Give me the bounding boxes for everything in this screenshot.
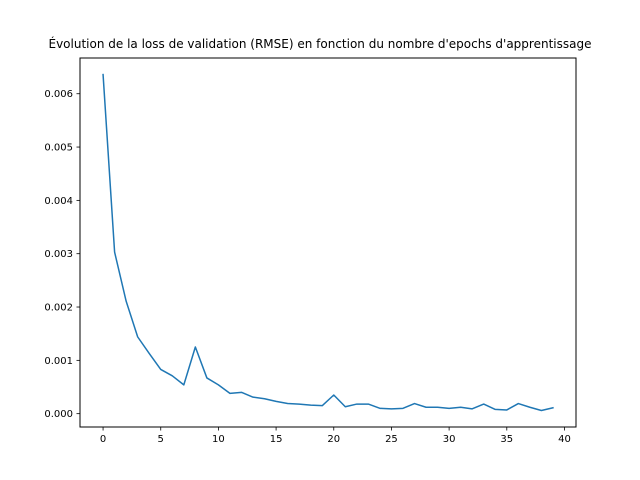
plot-area [102,73,554,412]
y-tick-label: 0.001 [44,356,73,367]
x-tick-label: 35 [500,434,513,445]
y-tick-label: 0.003 [44,249,73,260]
x-tick-label: 15 [270,434,283,445]
x-tick-label: 30 [443,434,456,445]
x-tick-label: 20 [327,434,340,445]
y-tick-label: 0.000 [44,409,73,420]
y-axis: 0.000 0.001 0.002 0.003 0.004 0.005 0.006 [44,89,80,420]
x-axis: 0 5 10 15 20 25 30 35 40 [100,427,571,445]
x-tick-label: 40 [558,434,571,445]
plot-frame [79,57,577,428]
y-tick-label: 0.004 [44,196,73,207]
series-line [102,73,554,412]
x-tick-label: 5 [158,434,164,445]
x-tick-label: 0 [100,434,106,445]
y-tick-label: 0.006 [44,89,73,100]
x-tick-label: 10 [212,434,225,445]
y-tick-label: 0.005 [44,143,73,154]
x-tick-label: 25 [385,434,398,445]
chart-title: Évolution de la loss de validation (RMSE… [49,36,592,51]
y-tick-label: 0.002 [44,303,73,314]
